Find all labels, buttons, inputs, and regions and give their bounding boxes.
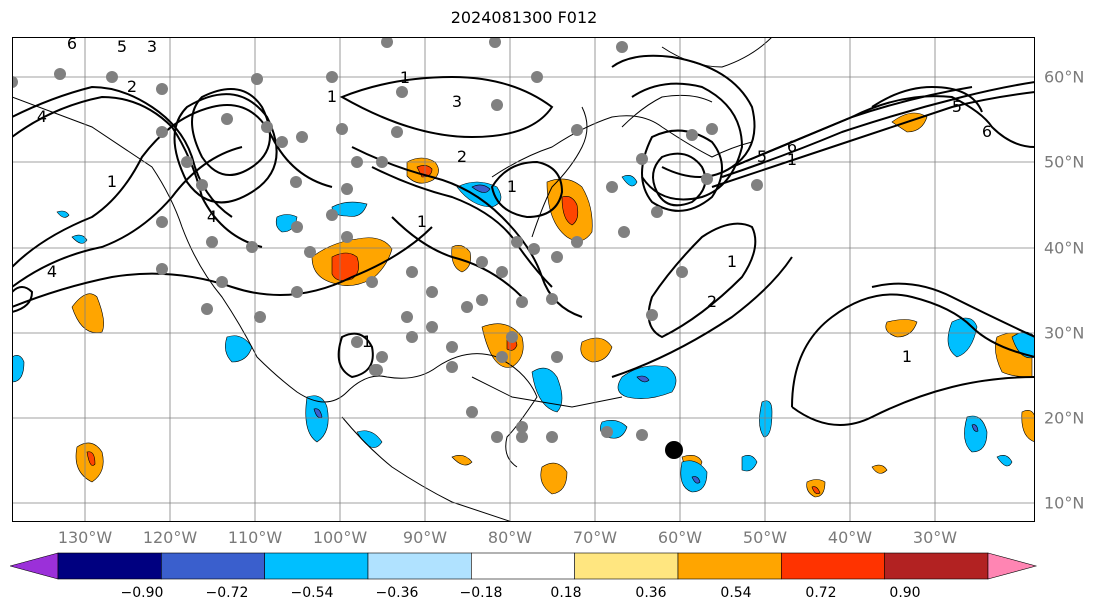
- contour-label: 1: [327, 87, 337, 106]
- coastline-layer: [12, 37, 773, 522]
- lon-label: 40°W: [827, 528, 873, 547]
- colorbar-segment: [264, 552, 369, 580]
- contour-label: 4: [37, 107, 47, 126]
- lon-label: 90°W: [402, 528, 448, 547]
- lat-label: 30°N: [1044, 323, 1085, 343]
- colorbar-tick-label: −0.90: [120, 585, 164, 601]
- lon-label: 130°W: [57, 528, 113, 547]
- colorbar-segment: [677, 552, 782, 580]
- shaded-anomaly-layer: [12, 112, 1035, 498]
- colorbar-tick-label: 0.90: [889, 585, 921, 601]
- lat-label: 10°N: [1044, 493, 1085, 513]
- colorbar-tick-label: 0.54: [720, 585, 752, 601]
- contour-label: 1: [787, 150, 797, 169]
- colorbar-segment: [574, 552, 679, 580]
- colorbar-tick-label: −0.72: [205, 585, 249, 601]
- colorbar-tick-label: −0.54: [290, 585, 334, 601]
- colorbar-tick-label: 0.18: [550, 585, 582, 601]
- contour-label: 1: [417, 212, 427, 231]
- colorbar-tick-label: −0.18: [459, 585, 503, 601]
- map-panel: 1 1 1 1 1 1 1 2 2 3 4 5 6 6 5 1 4 6 5 3 …: [12, 37, 1035, 522]
- contour-label: 1: [362, 332, 372, 351]
- contour-label: 1: [902, 347, 912, 366]
- contour-label: 4: [47, 262, 57, 281]
- lat-label: 20°N: [1044, 408, 1085, 428]
- lat-label: 50°N: [1044, 152, 1085, 172]
- contour-label-layer: 1 1 1 1 1 1 1 2 2 3 4 5 6 6 5 1 4 6 5 3 …: [37, 37, 992, 366]
- contour-label: 6: [982, 122, 992, 141]
- contour-label: 4: [207, 207, 217, 226]
- contour-label: 6: [67, 37, 77, 53]
- lon-label: 30°W: [912, 528, 958, 547]
- graticule: [12, 37, 1035, 522]
- contour-label: 5: [757, 147, 767, 166]
- colorbar-segment: [471, 552, 575, 580]
- contour-label: 6: [787, 137, 797, 156]
- colorbar-segment: [161, 552, 265, 580]
- colorbar-segment: [10, 552, 59, 580]
- observation-markers: [12, 37, 763, 459]
- lon-label: 70°W: [572, 528, 618, 547]
- contour-label: 1: [107, 172, 117, 191]
- colorbar-segment: [781, 552, 885, 580]
- contour-label: 3: [452, 92, 462, 111]
- contour-label: 1: [400, 68, 410, 87]
- colorbar-tick-label: −0.36: [375, 585, 419, 601]
- map-title: 2024081300 F012: [450, 8, 598, 27]
- colorbar-tick-label: 0.36: [635, 585, 667, 601]
- contour-label: 1: [727, 252, 737, 271]
- colorbar-segment: [367, 552, 472, 580]
- lon-label: 50°W: [742, 528, 788, 547]
- lat-label: 40°N: [1044, 238, 1085, 258]
- lat-label: 60°N: [1044, 67, 1085, 87]
- lon-label: 60°W: [657, 528, 703, 547]
- lon-label: 100°W: [312, 528, 368, 547]
- colorbar-tick-label: 0.72: [805, 585, 837, 601]
- contour-label: 1: [507, 177, 517, 196]
- contour-label: 2: [707, 292, 717, 311]
- contour-label: 5: [117, 37, 127, 56]
- map-frame: [12, 37, 1035, 522]
- contour-label: 3: [147, 37, 157, 56]
- contour-label: 5: [952, 97, 962, 116]
- lon-label: 80°W: [487, 528, 533, 547]
- colorbar-segment: [987, 552, 1038, 580]
- colorbar-segment: [57, 552, 162, 580]
- contour-label: 2: [127, 77, 137, 96]
- colorbar-segment: [884, 552, 989, 580]
- lon-label: 120°W: [142, 528, 198, 547]
- contour-label: 2: [457, 147, 467, 166]
- lon-label: 110°W: [227, 528, 283, 547]
- contour-lines: [12, 54, 1035, 426]
- colorbar: [10, 552, 1038, 580]
